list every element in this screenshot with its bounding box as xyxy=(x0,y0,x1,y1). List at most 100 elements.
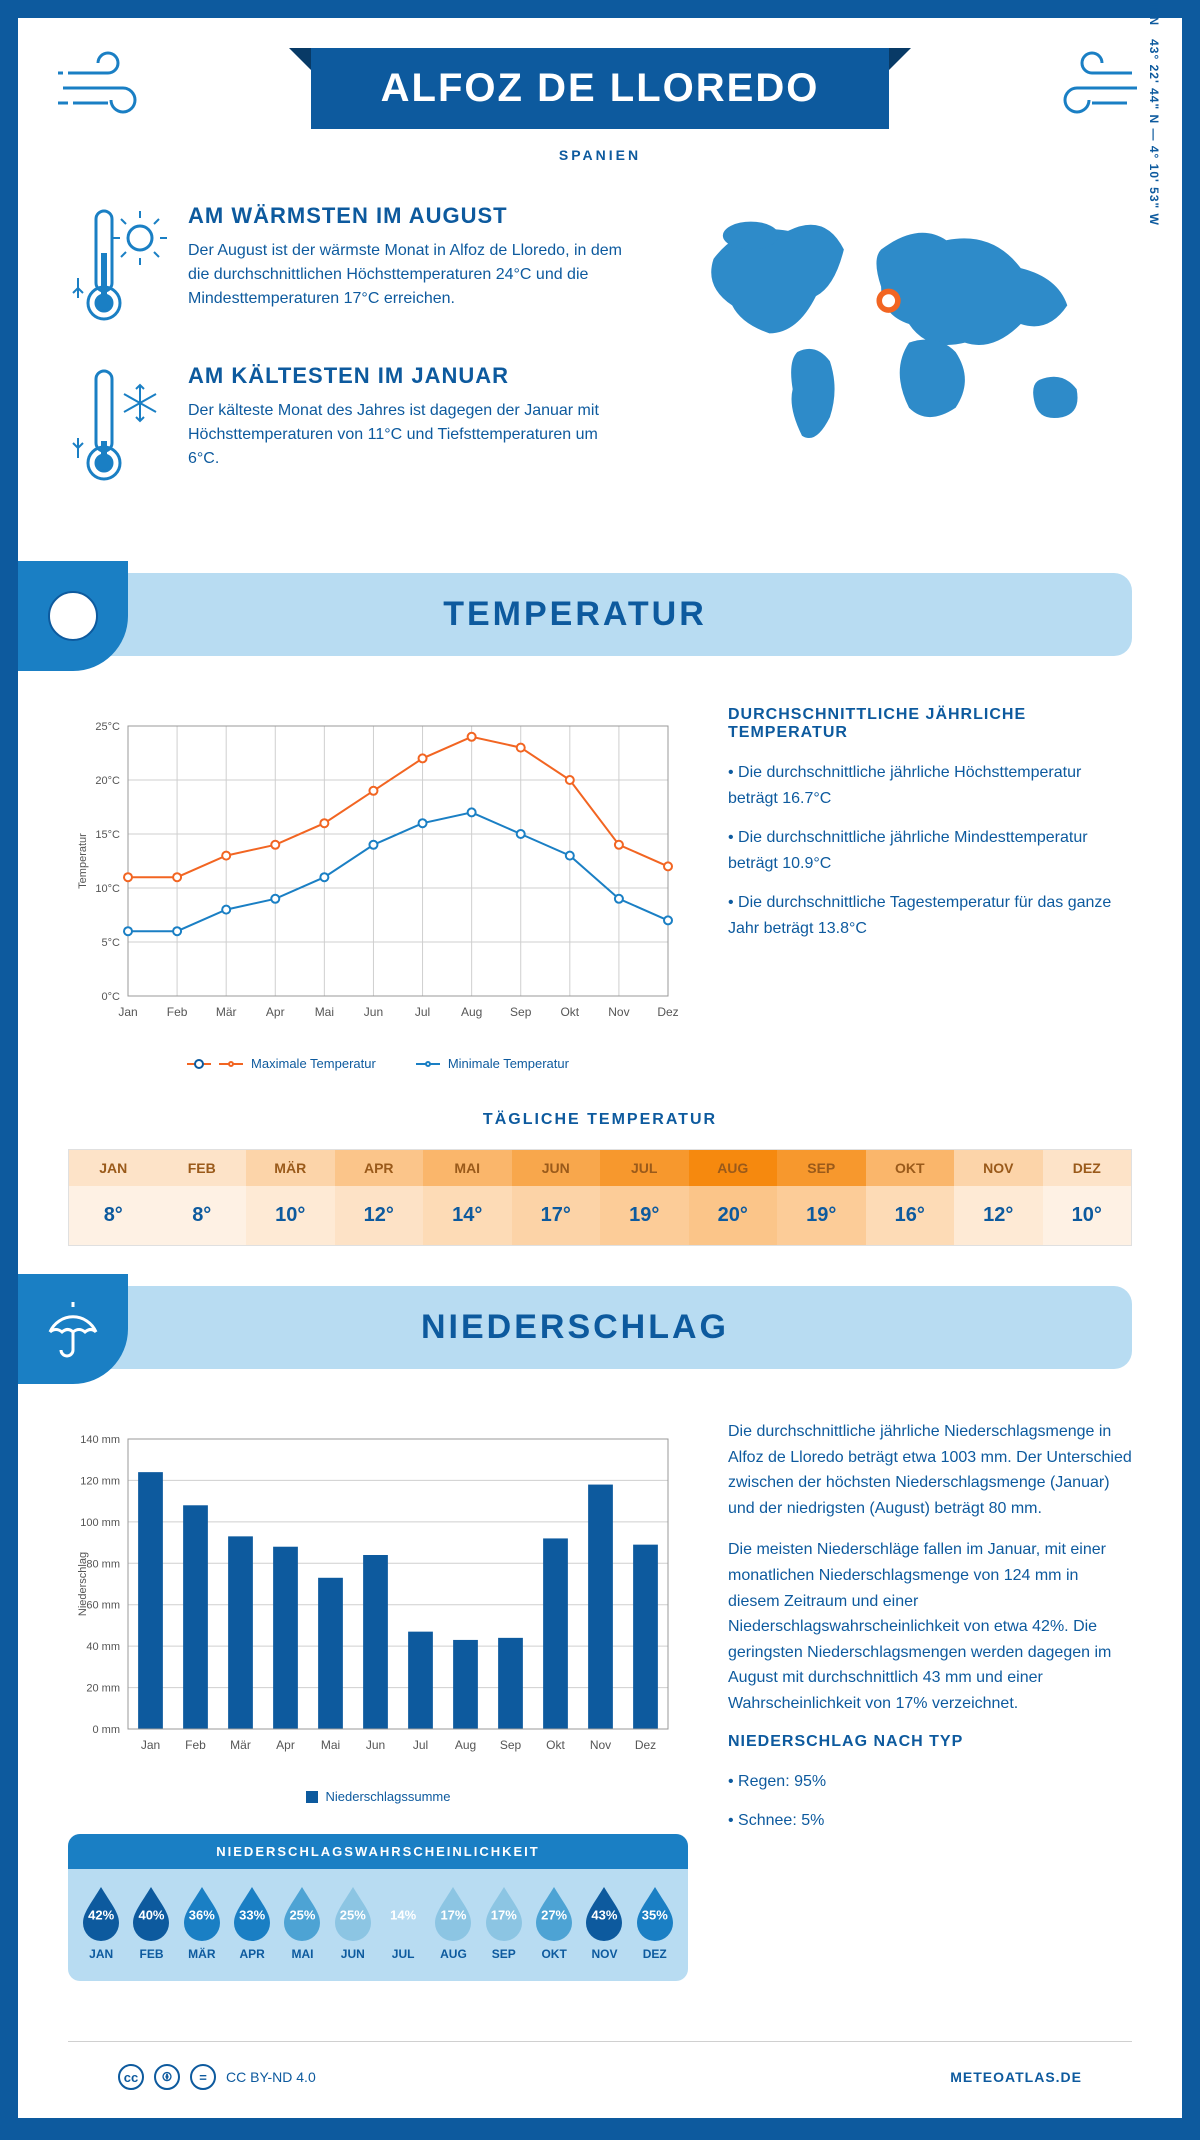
temp-cell: AUG20° xyxy=(689,1150,778,1245)
svg-text:Jan: Jan xyxy=(141,1738,160,1752)
svg-text:Jul: Jul xyxy=(413,1738,428,1752)
thermometer-cold-icon xyxy=(68,363,168,493)
drop-cell: 25%JUN xyxy=(330,1883,376,1961)
precipitation-legend: Niederschlagssumme xyxy=(68,1789,688,1804)
drop-cell: 42%JAN xyxy=(78,1883,124,1961)
world-map-block: KANTABRIEN 43° 22' 44" N — 4° 10' 53" W xyxy=(667,203,1132,523)
precipitation-section-header: NIEDERSCHLAG xyxy=(18,1286,1132,1369)
svg-text:Nov: Nov xyxy=(608,1005,629,1019)
by-icon: 🅯 xyxy=(154,2064,180,2090)
svg-text:Okt: Okt xyxy=(546,1738,565,1752)
svg-text:Niederschlag: Niederschlag xyxy=(77,1552,89,1616)
svg-text:10°C: 10°C xyxy=(95,883,120,895)
svg-text:140 mm: 140 mm xyxy=(80,1434,120,1446)
temperature-line-chart: 0°C5°C10°C15°C20°C25°CJanFebMärAprMaiJun… xyxy=(68,706,688,1046)
sun-icon xyxy=(18,561,128,671)
temp-cell: SEP19° xyxy=(777,1150,866,1245)
thermometer-hot-icon xyxy=(68,203,168,333)
nd-icon: = xyxy=(190,2064,216,2090)
warmest-text: Der August ist der wärmste Monat in Alfo… xyxy=(188,239,627,311)
drop-cell: 36%MÄR xyxy=(179,1883,225,1961)
page-title: ALFOZ DE LLOREDO xyxy=(311,48,890,129)
precip-prob-title: NIEDERSCHLAGSWAHRSCHEINLICHKEIT xyxy=(68,1834,688,1869)
drop-cell: 25%MAI xyxy=(279,1883,325,1961)
drop-cell: 43%NOV xyxy=(581,1883,627,1961)
svg-text:Jan: Jan xyxy=(118,1005,137,1019)
precip-text-2: Die meisten Niederschläge fallen im Janu… xyxy=(728,1537,1132,1716)
umbrella-icon xyxy=(18,1274,128,1384)
svg-text:Dez: Dez xyxy=(657,1005,678,1019)
cc-icon: cc xyxy=(118,2064,144,2090)
footer: cc 🅯 = CC BY-ND 4.0 METEOATLAS.DE xyxy=(68,2041,1132,2098)
temp-cell: NOV12° xyxy=(954,1150,1043,1245)
precip-type-list: Regen: 95%Schnee: 5% xyxy=(728,1769,1132,1834)
svg-text:15°C: 15°C xyxy=(95,829,120,841)
temp-cell: JUL19° xyxy=(600,1150,689,1245)
svg-text:Apr: Apr xyxy=(266,1005,285,1019)
svg-text:Mär: Mär xyxy=(230,1738,251,1752)
svg-text:Temperatur: Temperatur xyxy=(77,833,89,889)
svg-text:120 mm: 120 mm xyxy=(80,1475,120,1487)
svg-text:100 mm: 100 mm xyxy=(80,1517,120,1529)
precip-type-title: NIEDERSCHLAG NACH TYP xyxy=(728,1733,1132,1751)
temp-cell: MÄR10° xyxy=(246,1150,335,1245)
svg-text:40 mm: 40 mm xyxy=(86,1641,120,1653)
warmest-title: AM WÄRMSTEN IM AUGUST xyxy=(188,203,627,229)
svg-text:20°C: 20°C xyxy=(95,775,120,787)
svg-text:Feb: Feb xyxy=(185,1738,206,1752)
temp-cell: JUN17° xyxy=(512,1150,601,1245)
svg-text:Aug: Aug xyxy=(461,1005,482,1019)
svg-text:Sep: Sep xyxy=(510,1005,532,1019)
svg-text:60 mm: 60 mm xyxy=(86,1600,120,1612)
daily-temp-title: TÄGLICHE TEMPERATUR xyxy=(68,1111,1132,1129)
avg-temp-list: Die durchschnittliche jährliche Höchstte… xyxy=(728,760,1132,942)
temp-cell: FEB8° xyxy=(158,1150,247,1245)
temp-cell: APR12° xyxy=(335,1150,424,1245)
precipitation-bar-chart: 0 mm 20 mm 40 mm 60 mm 80 mm 100 mm 120 mm 140 … xyxy=(68,1419,688,1779)
drop-cell: 40%FEB xyxy=(128,1883,174,1961)
svg-text:Nov: Nov xyxy=(590,1738,611,1752)
license-label: CC BY-ND 4.0 xyxy=(226,2069,316,2085)
coldest-text: Der kälteste Monat des Jahres ist dagege… xyxy=(188,399,627,471)
country-label: SPANIEN xyxy=(18,147,1182,163)
drop-cell: 27%OKT xyxy=(531,1883,577,1961)
world-map-icon xyxy=(667,203,1132,464)
temp-cell: MAI14° xyxy=(423,1150,512,1245)
svg-text:25°C: 25°C xyxy=(95,721,120,733)
drop-cell: 33%APR xyxy=(229,1883,275,1961)
climate-summary: AM WÄRMSTEN IM AUGUST Der August ist der… xyxy=(68,203,627,523)
svg-text:Apr: Apr xyxy=(276,1738,295,1752)
temp-cell: DEZ10° xyxy=(1043,1150,1132,1245)
temperature-legend: .lmark::after{border-color:inherit}Maxim… xyxy=(68,1056,688,1071)
temperature-section-header: TEMPERATUR xyxy=(18,573,1132,656)
svg-text:Jun: Jun xyxy=(364,1005,383,1019)
wind-icon xyxy=(1032,48,1142,128)
svg-text:Mai: Mai xyxy=(315,1005,334,1019)
drop-cell: 17%AUG xyxy=(430,1883,476,1961)
coldest-title: AM KÄLTESTEN IM JANUAR xyxy=(188,363,627,389)
daily-temp-strip: JAN8°FEB8°MÄR10°APR12°MAI14°JUN17°JUL19°… xyxy=(68,1149,1132,1246)
svg-text:Feb: Feb xyxy=(167,1005,188,1019)
drop-cell: 35%DEZ xyxy=(632,1883,678,1961)
svg-text:20 mm: 20 mm xyxy=(86,1683,120,1695)
svg-text:Dez: Dez xyxy=(635,1738,656,1752)
drop-cell: 17%SEP xyxy=(481,1883,527,1961)
temp-cell: JAN8° xyxy=(69,1150,158,1245)
header: ALFOZ DE LLOREDO SPANIEN xyxy=(18,18,1182,173)
svg-text:Jun: Jun xyxy=(366,1738,385,1752)
svg-text:0 mm: 0 mm xyxy=(93,1724,121,1736)
wind-icon xyxy=(58,48,168,128)
drop-cell: 14%JUL xyxy=(380,1883,426,1961)
coordinates-label: KANTABRIEN 43° 22' 44" N — 4° 10' 53" W xyxy=(1147,0,1161,226)
avg-temp-title: DURCHSCHNITTLICHE JÄHRLICHE TEMPERATUR xyxy=(728,706,1132,742)
svg-text:80 mm: 80 mm xyxy=(86,1558,120,1570)
svg-text:5°C: 5°C xyxy=(102,937,121,949)
svg-text:Sep: Sep xyxy=(500,1738,522,1752)
svg-text:Jul: Jul xyxy=(415,1005,430,1019)
precip-text-1: Die durchschnittliche jährliche Niedersc… xyxy=(728,1419,1132,1521)
svg-text:0°C: 0°C xyxy=(102,991,121,1003)
site-label: METEOATLAS.DE xyxy=(950,2069,1082,2085)
svg-text:Aug: Aug xyxy=(455,1738,476,1752)
precip-probability-panel: NIEDERSCHLAGSWAHRSCHEINLICHKEIT 42%JAN40… xyxy=(68,1834,688,1981)
svg-text:Okt: Okt xyxy=(560,1005,579,1019)
